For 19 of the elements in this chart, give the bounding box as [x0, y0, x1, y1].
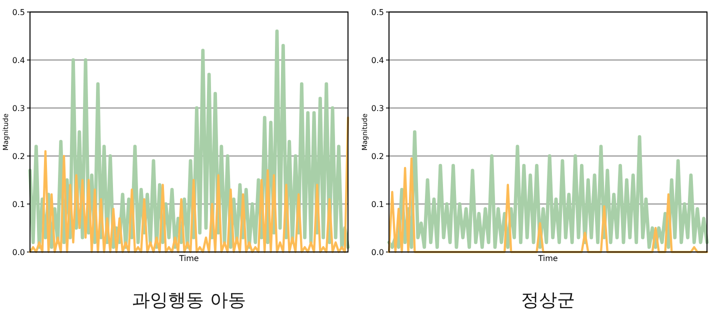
y-tick-label: 0.5 — [371, 8, 384, 17]
x-axis-title: Time — [537, 254, 558, 263]
y-tick-label: 0.5 — [12, 8, 25, 17]
y-tick-label: 0.2 — [371, 152, 384, 161]
line-series — [28, 116, 350, 254]
y-tick-label: 0.3 — [371, 104, 384, 113]
y-tick-label: 0.1 — [12, 200, 25, 209]
y-tick-label: 0.3 — [12, 104, 25, 113]
y-tick-label: 0.4 — [371, 56, 384, 65]
y-tick-label: 0.0 — [371, 248, 384, 257]
text: 과잉행동 아동 — [132, 290, 246, 311]
y-tick-label: 0.0 — [12, 248, 25, 257]
x-axis-title: Time — [178, 254, 199, 263]
y-tick-label: 0.4 — [12, 56, 25, 65]
line-series — [387, 130, 709, 249]
y-tick-label: 0.2 — [12, 152, 25, 161]
y-tick-label: 0.1 — [371, 200, 384, 209]
line-series — [388, 157, 708, 254]
text: 정상군 — [521, 290, 575, 311]
